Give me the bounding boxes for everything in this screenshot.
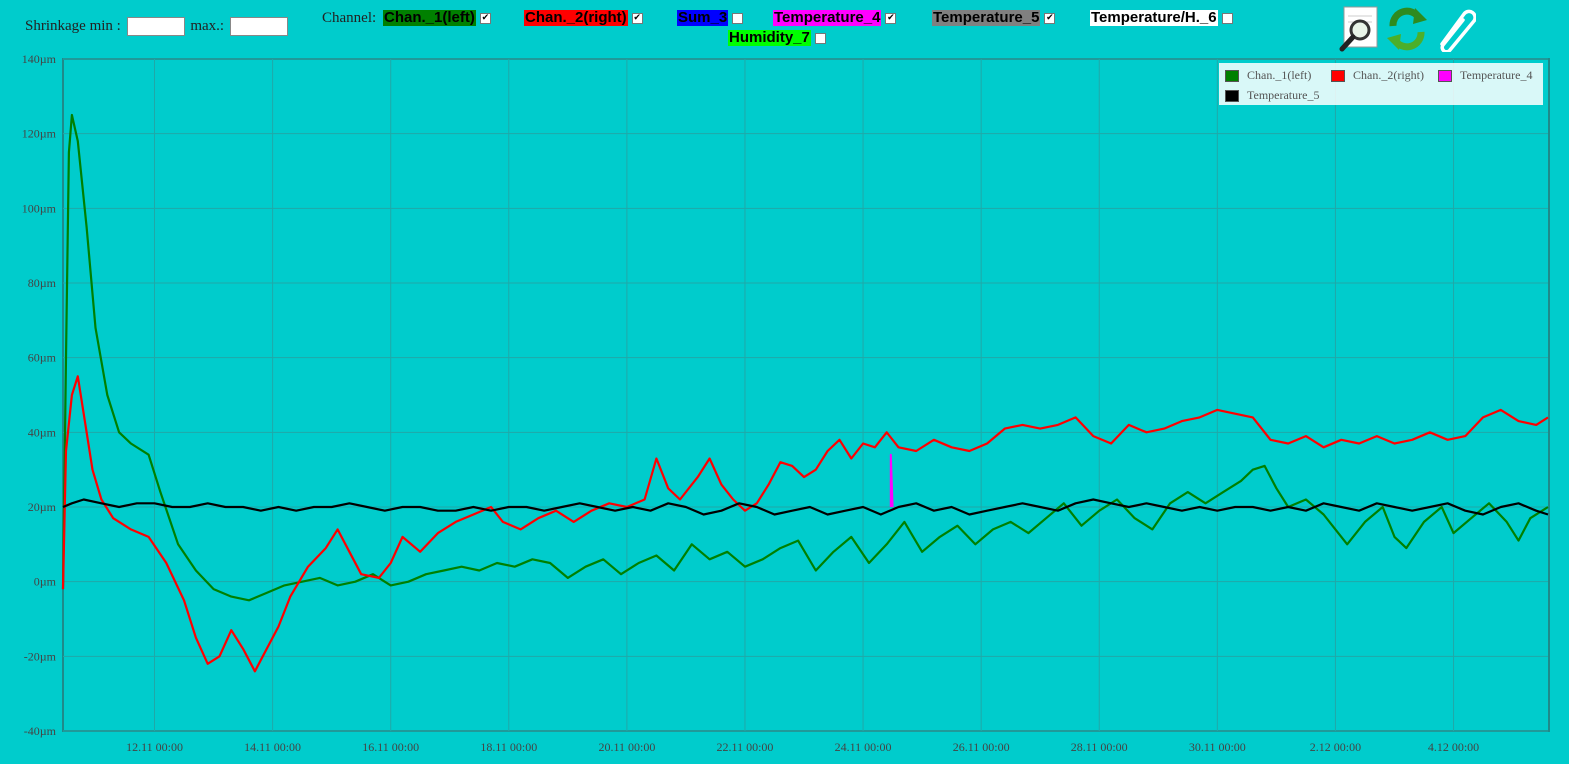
- channel-name: Humidity_7: [728, 29, 811, 46]
- channel-checkbox[interactable]: ✔: [479, 12, 491, 24]
- legend-item: Chan._1(left): [1225, 68, 1311, 83]
- x-tick-label: 24.11 00:00: [835, 740, 892, 754]
- channel-checkbox[interactable]: [732, 12, 744, 24]
- x-tick-label: 14.11 00:00: [244, 740, 301, 754]
- legend-swatch: [1438, 69, 1452, 82]
- channel-toggle-5[interactable]: Temperature_5 ✔: [932, 9, 1056, 26]
- legend-swatch: [1225, 89, 1239, 102]
- channel-name: Chan._1(left): [383, 9, 476, 26]
- channel-label: Channel:: [322, 10, 377, 26]
- channel-checkbox[interactable]: [814, 32, 826, 44]
- x-tick-label: 2.12 00:00: [1310, 740, 1361, 754]
- shrinkage-filter: Shrinkage min : max.:: [25, 17, 290, 36]
- channel-toggle-1[interactable]: Chan._1(left) ✔: [383, 10, 491, 26]
- y-tick-label: 20µm: [28, 500, 57, 514]
- channel-toggle-4[interactable]: Temperature_4 ✔: [773, 9, 897, 26]
- y-tick-label: 40µm: [28, 425, 57, 439]
- shrinkage-max-input[interactable]: [229, 17, 288, 36]
- y-tick-label: 60µm: [28, 351, 57, 365]
- y-axis: 140µm 120µm 100µm 80µm 60µm 40µm 20µm 0µm -20µm -…: [22, 52, 57, 738]
- x-tick-label: 26.11 00:00: [953, 740, 1010, 754]
- legend-swatch: [1331, 69, 1345, 82]
- toolbar: Shrinkage min : max.: Channel: Chan._1(l…: [0, 0, 1569, 56]
- legend-label: Temperature_4: [1460, 68, 1533, 82]
- legend-label: Chan._2(right): [1353, 68, 1424, 82]
- legend-item: Chan._2(right): [1331, 68, 1424, 83]
- x-axis: 12.11 00:00 14.11 00:00 16.11 00:00 18.11 0…: [126, 740, 1479, 754]
- shrinkage-max-label: max.:: [190, 17, 225, 34]
- y-tick-label: -40µm: [24, 724, 57, 738]
- x-tick-label: 20.11 00:00: [598, 740, 655, 754]
- shrinkage-min-label: Shrinkage min :: [25, 17, 121, 34]
- series-line-chan-2-right-: [61, 375, 1549, 673]
- y-tick-label: 100µm: [22, 201, 57, 215]
- legend-label: Chan._1(left): [1247, 68, 1312, 82]
- channel-name: Temperature_5: [932, 9, 1041, 26]
- x-tick-label: 18.11 00:00: [480, 740, 537, 754]
- y-tick-label: 0µm: [34, 575, 57, 589]
- channel-checkbox[interactable]: ✔: [1044, 12, 1056, 24]
- x-tick-label: 16.11 00:00: [362, 740, 419, 754]
- zoom-search-icon[interactable]: [1336, 4, 1380, 52]
- series-line-temperature-4: [889, 453, 894, 508]
- legend-item: Temperature_5: [1225, 88, 1319, 103]
- y-tick-label: 120µm: [22, 127, 57, 141]
- channel-checkbox[interactable]: [1221, 12, 1233, 24]
- channel-toggle-7[interactable]: Humidity_7: [728, 30, 826, 46]
- legend-swatch: [1225, 69, 1239, 82]
- channel-toggle-6[interactable]: Temperature/H._6: [1090, 10, 1233, 26]
- channel-toggle-2[interactable]: Chan._2(right) ✔: [524, 10, 643, 26]
- channel-name: Sum_3: [677, 9, 729, 26]
- legend-label: Temperature_5: [1247, 88, 1320, 102]
- channel-name: Temperature_4: [773, 9, 882, 26]
- y-tick-label: -20µm: [24, 649, 57, 663]
- chart-legend: Chan._1(left) Chan._2(right) Temperature…: [1219, 63, 1543, 105]
- channel-checkbox[interactable]: ✔: [631, 12, 643, 24]
- refresh-icon[interactable]: [1385, 4, 1429, 52]
- y-tick-label: 140µm: [22, 52, 57, 66]
- y-tick-label: 80µm: [28, 276, 57, 290]
- x-tick-label: 4.12 00:00: [1428, 740, 1479, 754]
- channel-name: Chan._2(right): [524, 9, 628, 26]
- series-layer: [61, 113, 1549, 673]
- x-tick-label: 28.11 00:00: [1071, 740, 1128, 754]
- series-line-temperature-5: [62, 498, 1549, 516]
- shrinkage-min-input[interactable]: [126, 17, 185, 36]
- channel-toggle-3[interactable]: Sum_3: [677, 9, 744, 26]
- x-tick-label: 22.11 00:00: [717, 740, 774, 754]
- x-tick-label: 12.11 00:00: [126, 740, 183, 754]
- paperclip-icon[interactable]: [1432, 4, 1476, 52]
- legend-item: Temperature_4: [1438, 68, 1532, 83]
- grid: [63, 58, 1548, 732]
- channel-name: Temperature/H._6: [1090, 9, 1218, 26]
- channel-checkbox[interactable]: ✔: [885, 12, 897, 24]
- x-tick-label: 30.11 00:00: [1189, 740, 1246, 754]
